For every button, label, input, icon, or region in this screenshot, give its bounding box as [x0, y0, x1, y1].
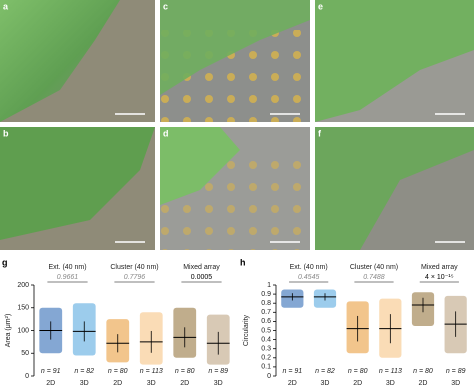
cell-e	[315, 0, 474, 122]
panel-label: h	[240, 257, 246, 267]
y-axis-label: Area (μm²)	[5, 314, 12, 348]
y-tick-label: 0.4	[261, 336, 271, 343]
panel-label: f	[318, 128, 322, 138]
cell-b	[0, 127, 155, 240]
x-tick-label: 3D	[80, 380, 89, 387]
x-tick-label: 2D	[288, 380, 297, 387]
y-tick-label: 0.5	[261, 327, 271, 334]
n-label: n = 80	[175, 368, 195, 375]
y-tick-label: 0	[25, 373, 29, 380]
x-tick-label: 2D	[353, 380, 362, 387]
y-axis-label: Circularity	[243, 314, 250, 346]
p-value: 0.7796	[124, 274, 146, 281]
p-value: 0.4545	[298, 274, 320, 281]
p-value: 0.7488	[363, 274, 385, 281]
y-tick-label: 200	[17, 282, 29, 289]
p-value: 0.0005	[191, 274, 213, 281]
x-tick-label: 2D	[113, 380, 122, 387]
cell-d	[160, 127, 240, 205]
cell-a	[0, 0, 120, 122]
y-tick-label: 150	[17, 305, 29, 312]
y-tick-label: 0.7	[261, 309, 271, 316]
n-label: n = 82	[315, 368, 335, 375]
y-tick-label: 0.1	[261, 364, 271, 371]
panel-label: c	[163, 1, 168, 11]
y-tick-label: 0.6	[261, 318, 271, 325]
y-tick-label: 0.2	[261, 355, 271, 362]
y-tick-label: 50	[21, 350, 29, 357]
y-tick-label: 0	[267, 373, 271, 380]
x-tick-label: 3D	[386, 380, 395, 387]
cell-c	[160, 0, 310, 95]
group-title: Ext. (40 nm)	[290, 264, 328, 271]
n-label: n = 89	[446, 368, 466, 375]
n-label: n = 80	[348, 368, 368, 375]
y-tick-label: 0.8	[261, 300, 271, 307]
x-tick-label: 2D	[46, 380, 55, 387]
n-label: n = 113	[140, 368, 163, 375]
y-tick-label: 0.3	[261, 346, 271, 353]
n-label: n = 80	[413, 368, 433, 375]
group-title: Ext. (40 nm)	[48, 264, 86, 271]
x-tick-label: 2D	[419, 380, 428, 387]
p-value: 4 × 10⁻¹⁵	[425, 274, 454, 281]
x-tick-label: 3D	[321, 380, 330, 387]
n-label: n = 91	[282, 368, 302, 375]
n-label: n = 91	[41, 368, 61, 375]
y-tick-label: 100	[17, 327, 29, 334]
group-title: Mixed array	[183, 264, 220, 271]
p-value: 0.9661	[57, 274, 79, 281]
x-tick-label: 2D	[180, 380, 189, 387]
group-title: Cluster (40 nm)	[350, 264, 398, 271]
x-tick-label: 3D	[147, 380, 156, 387]
y-tick-label: 1	[267, 282, 271, 289]
panel-label: a	[3, 1, 9, 11]
n-label: n = 89	[208, 368, 228, 375]
y-tick-label: 0.9	[261, 291, 271, 298]
micrographs	[0, 0, 474, 250]
cell-f	[315, 127, 474, 250]
group-title: Mixed array	[421, 264, 458, 271]
n-label: n = 113	[379, 368, 402, 375]
panel-label: b	[3, 128, 9, 138]
n-label: n = 80	[108, 368, 128, 375]
panel-label: e	[318, 1, 323, 11]
n-label: n = 82	[74, 368, 94, 375]
group-title: Cluster (40 nm)	[110, 264, 158, 271]
panel-label: g	[2, 257, 8, 267]
x-tick-label: 3D	[451, 380, 460, 387]
x-tick-label: 3D	[214, 380, 223, 387]
panel-label: d	[163, 128, 169, 138]
